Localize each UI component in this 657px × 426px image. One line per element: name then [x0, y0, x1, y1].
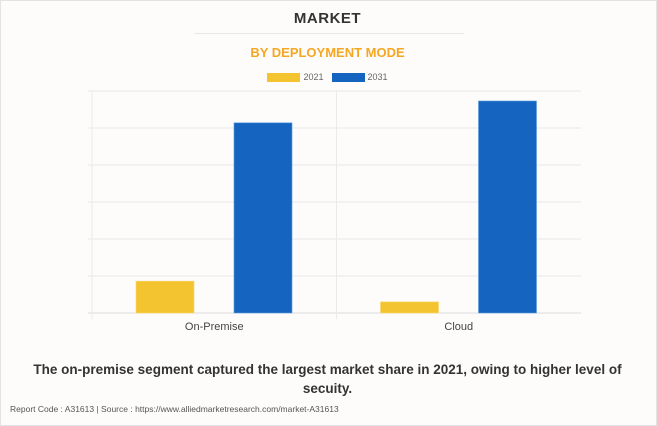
- title-divider: [194, 33, 464, 34]
- legend-item-2031[interactable]: 2031: [331, 72, 388, 82]
- legend-label-2031: 2031: [367, 72, 388, 82]
- bar-on-premise-2031[interactable]: [233, 122, 293, 314]
- legend: 2021 2031: [0, 72, 655, 82]
- bar-chart: On-Premise Cloud: [88, 90, 581, 333]
- x-tick-label: Cloud: [444, 321, 473, 333]
- legend-label-2021: 2021: [303, 72, 324, 82]
- legend-swatch-2031: [331, 72, 365, 82]
- bar-cloud-2021[interactable]: [380, 301, 439, 314]
- x-tick-label: On-Premise: [185, 321, 244, 333]
- report-footer: Report Code : A31613 | Source : https://…: [10, 404, 339, 414]
- legend-swatch-2021: [267, 72, 301, 82]
- legend-item-2021[interactable]: 2021: [267, 72, 324, 82]
- chart-caption: The on-premise segment captured the larg…: [33, 362, 622, 396]
- bar-cloud-2031[interactable]: [478, 100, 537, 314]
- bar-on-premise-2021[interactable]: [135, 280, 195, 314]
- chart-title: MARKET: [293, 10, 362, 27]
- chart-subtitle: BY DEPLOYMENT MODE: [250, 45, 405, 60]
